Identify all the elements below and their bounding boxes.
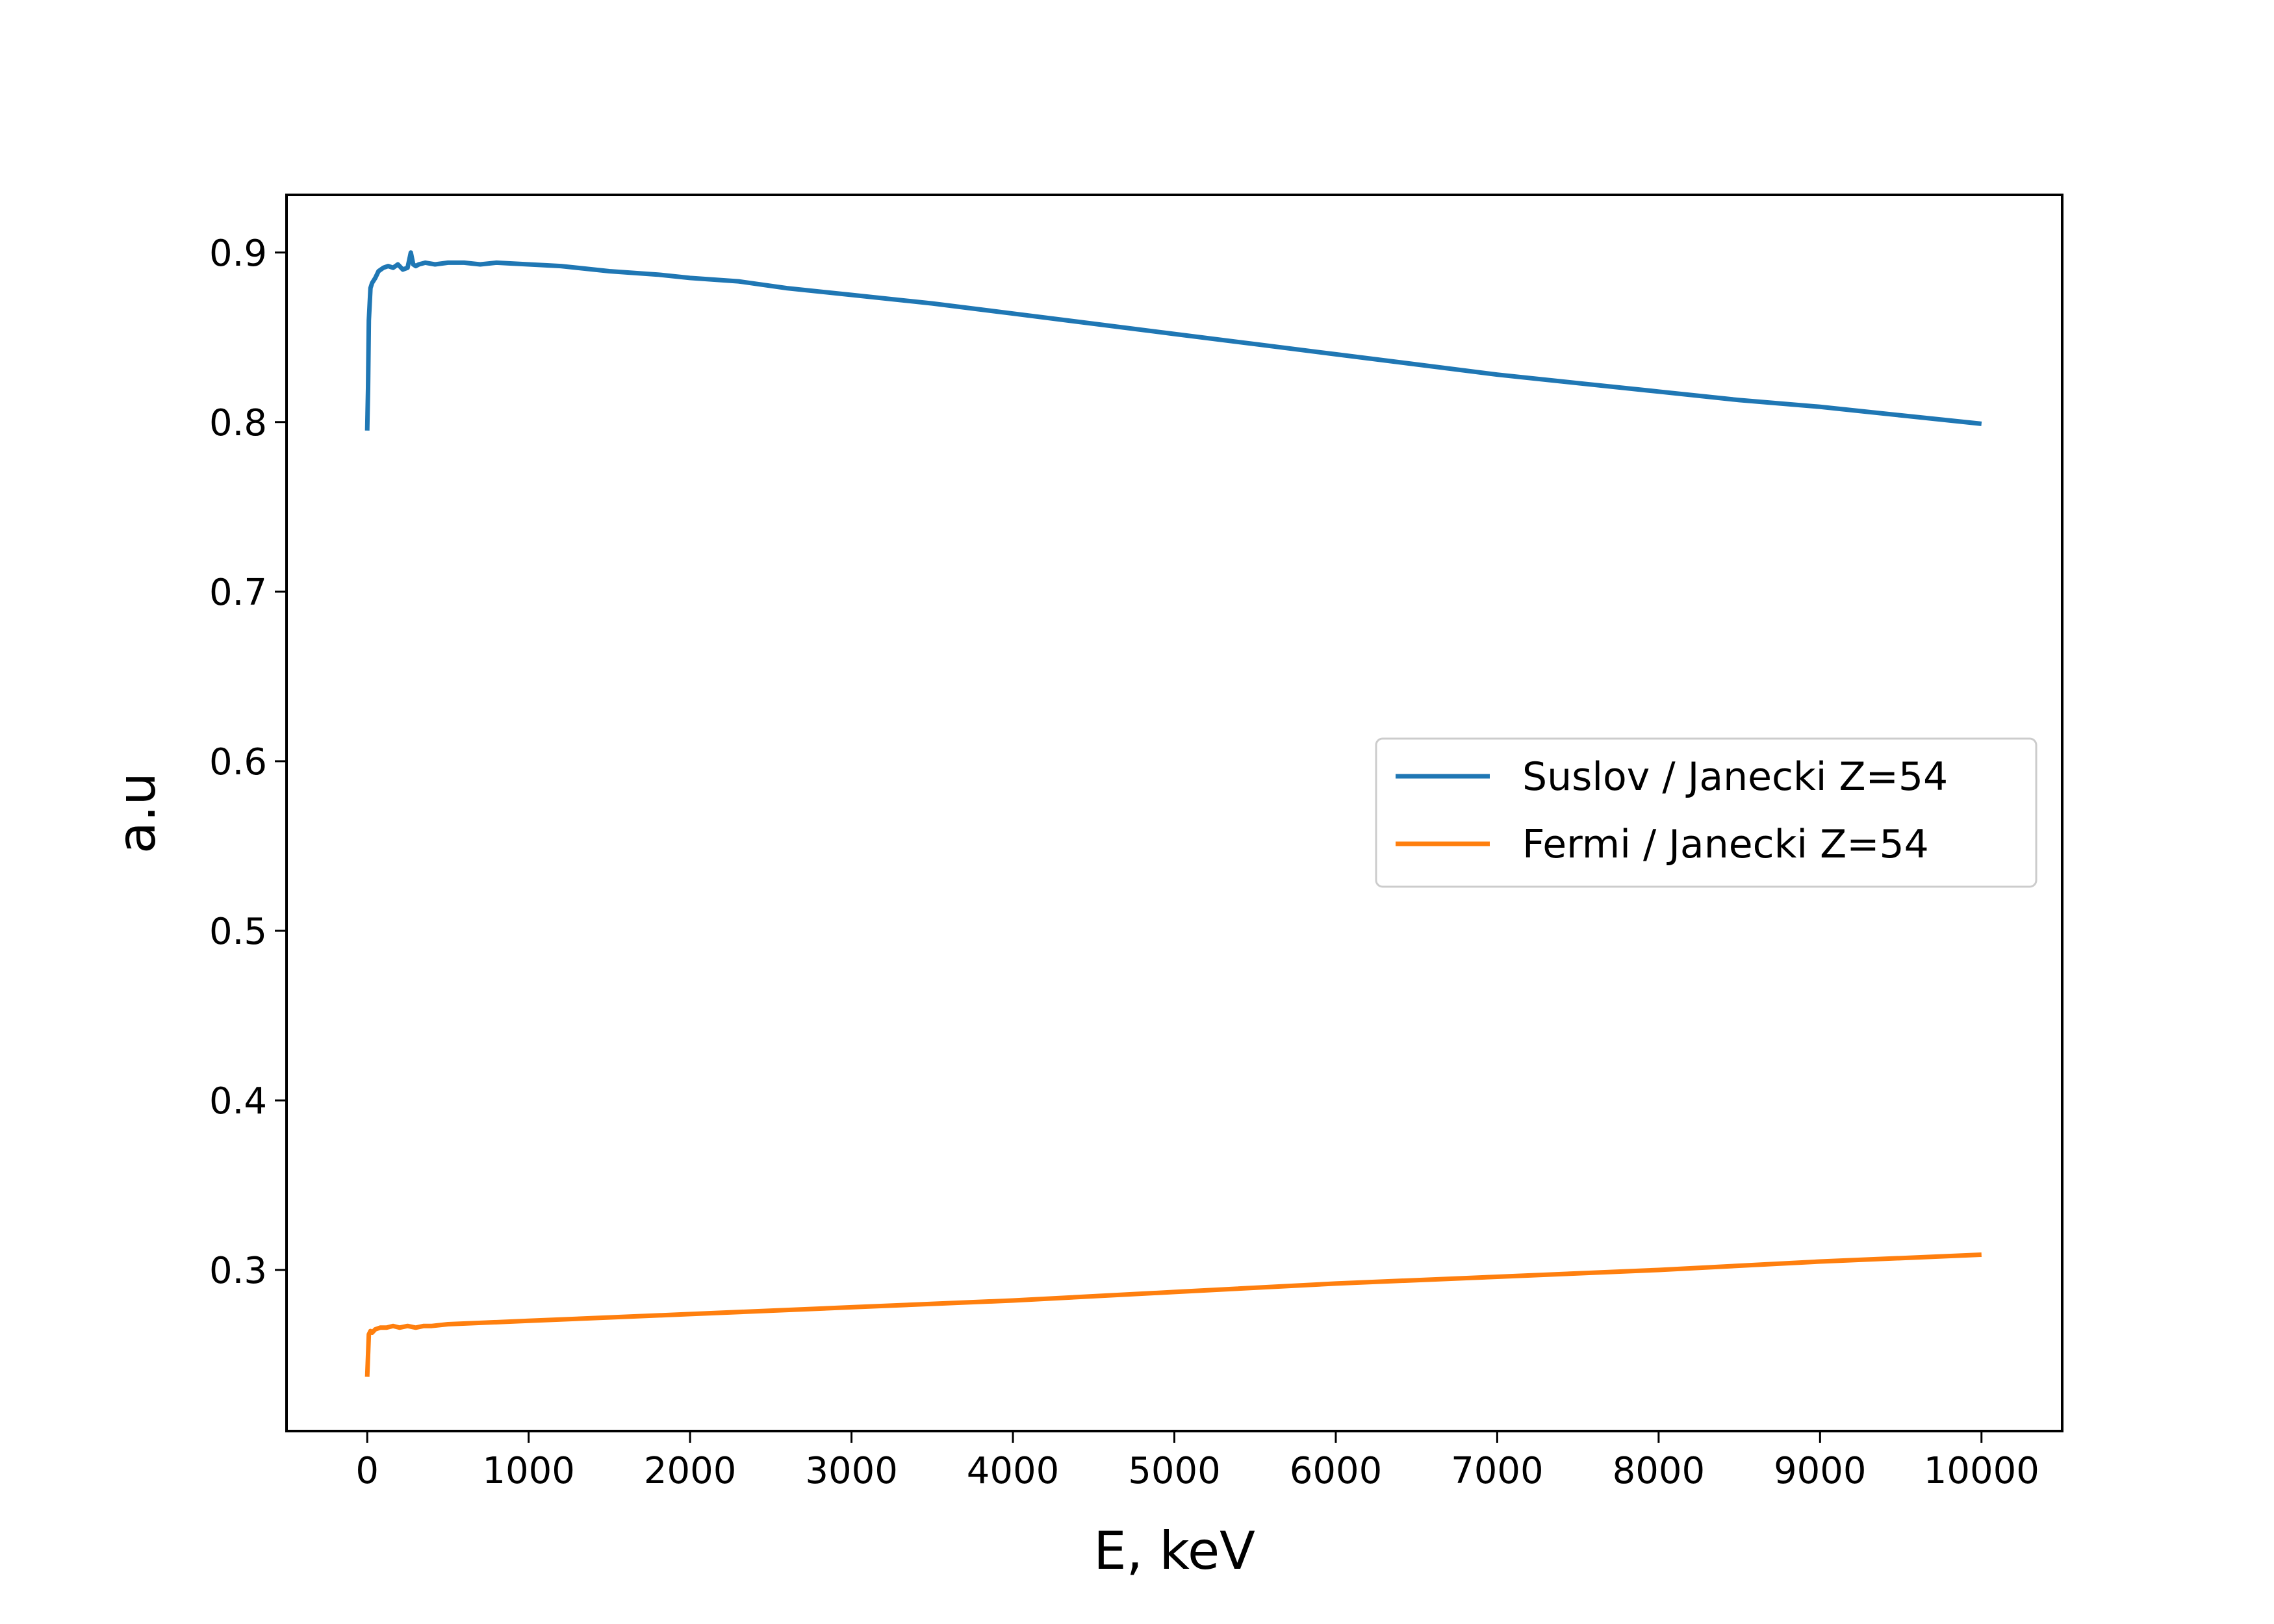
y-axis-ticks: 0.3 0.4 0.5 0.6 0.7 0.8 0.9: [209, 233, 287, 1292]
y-tick-label: 0.8: [209, 402, 267, 444]
plot-lines: [364, 250, 1982, 1377]
x-axis-ticks: 0 1000 2000 3000 4000 5000 6000 7000 8000 9000 100…: [355, 1431, 2039, 1492]
x-tick-label: 6000: [1290, 1450, 1383, 1492]
legend-label-2: Fermi / Janecki Z=54: [1522, 822, 1929, 867]
x-tick-label: 1000: [482, 1450, 575, 1492]
y-tick-label: 0.4: [209, 1080, 267, 1123]
y-tick-label: 0.9: [209, 233, 267, 275]
legend-label-1: Suslov / Janecki Z=54: [1522, 754, 1948, 800]
x-tick-label: 0: [355, 1450, 379, 1492]
x-tick-label: 5000: [1128, 1450, 1221, 1492]
legend-box: [1375, 737, 2038, 888]
x-tick-label: 3000: [805, 1450, 898, 1492]
y-tick-label: 0.6: [209, 741, 267, 783]
y-tick-label: 0.5: [209, 911, 267, 953]
y-tick-label: 0.7: [209, 572, 267, 614]
y-tick-label: 0.3: [209, 1250, 267, 1292]
x-tick-label: 9000: [1774, 1450, 1867, 1492]
x-tick-label: 7000: [1451, 1450, 1544, 1492]
x-tick-label: 2000: [644, 1450, 737, 1492]
x-tick-label: 10000: [1924, 1450, 2039, 1492]
legend: Suslov / Janecki Z=54 Fermi / Janecki Z=5…: [1375, 737, 2038, 888]
x-tick-label: 8000: [1613, 1450, 1706, 1492]
y-axis-label: a.u: [107, 772, 167, 854]
x-axis-label: E, keV: [1093, 1521, 1255, 1581]
series-line-1: [364, 250, 1982, 431]
x-tick-label: 4000: [967, 1450, 1060, 1492]
series-line-2: [364, 1252, 1982, 1377]
